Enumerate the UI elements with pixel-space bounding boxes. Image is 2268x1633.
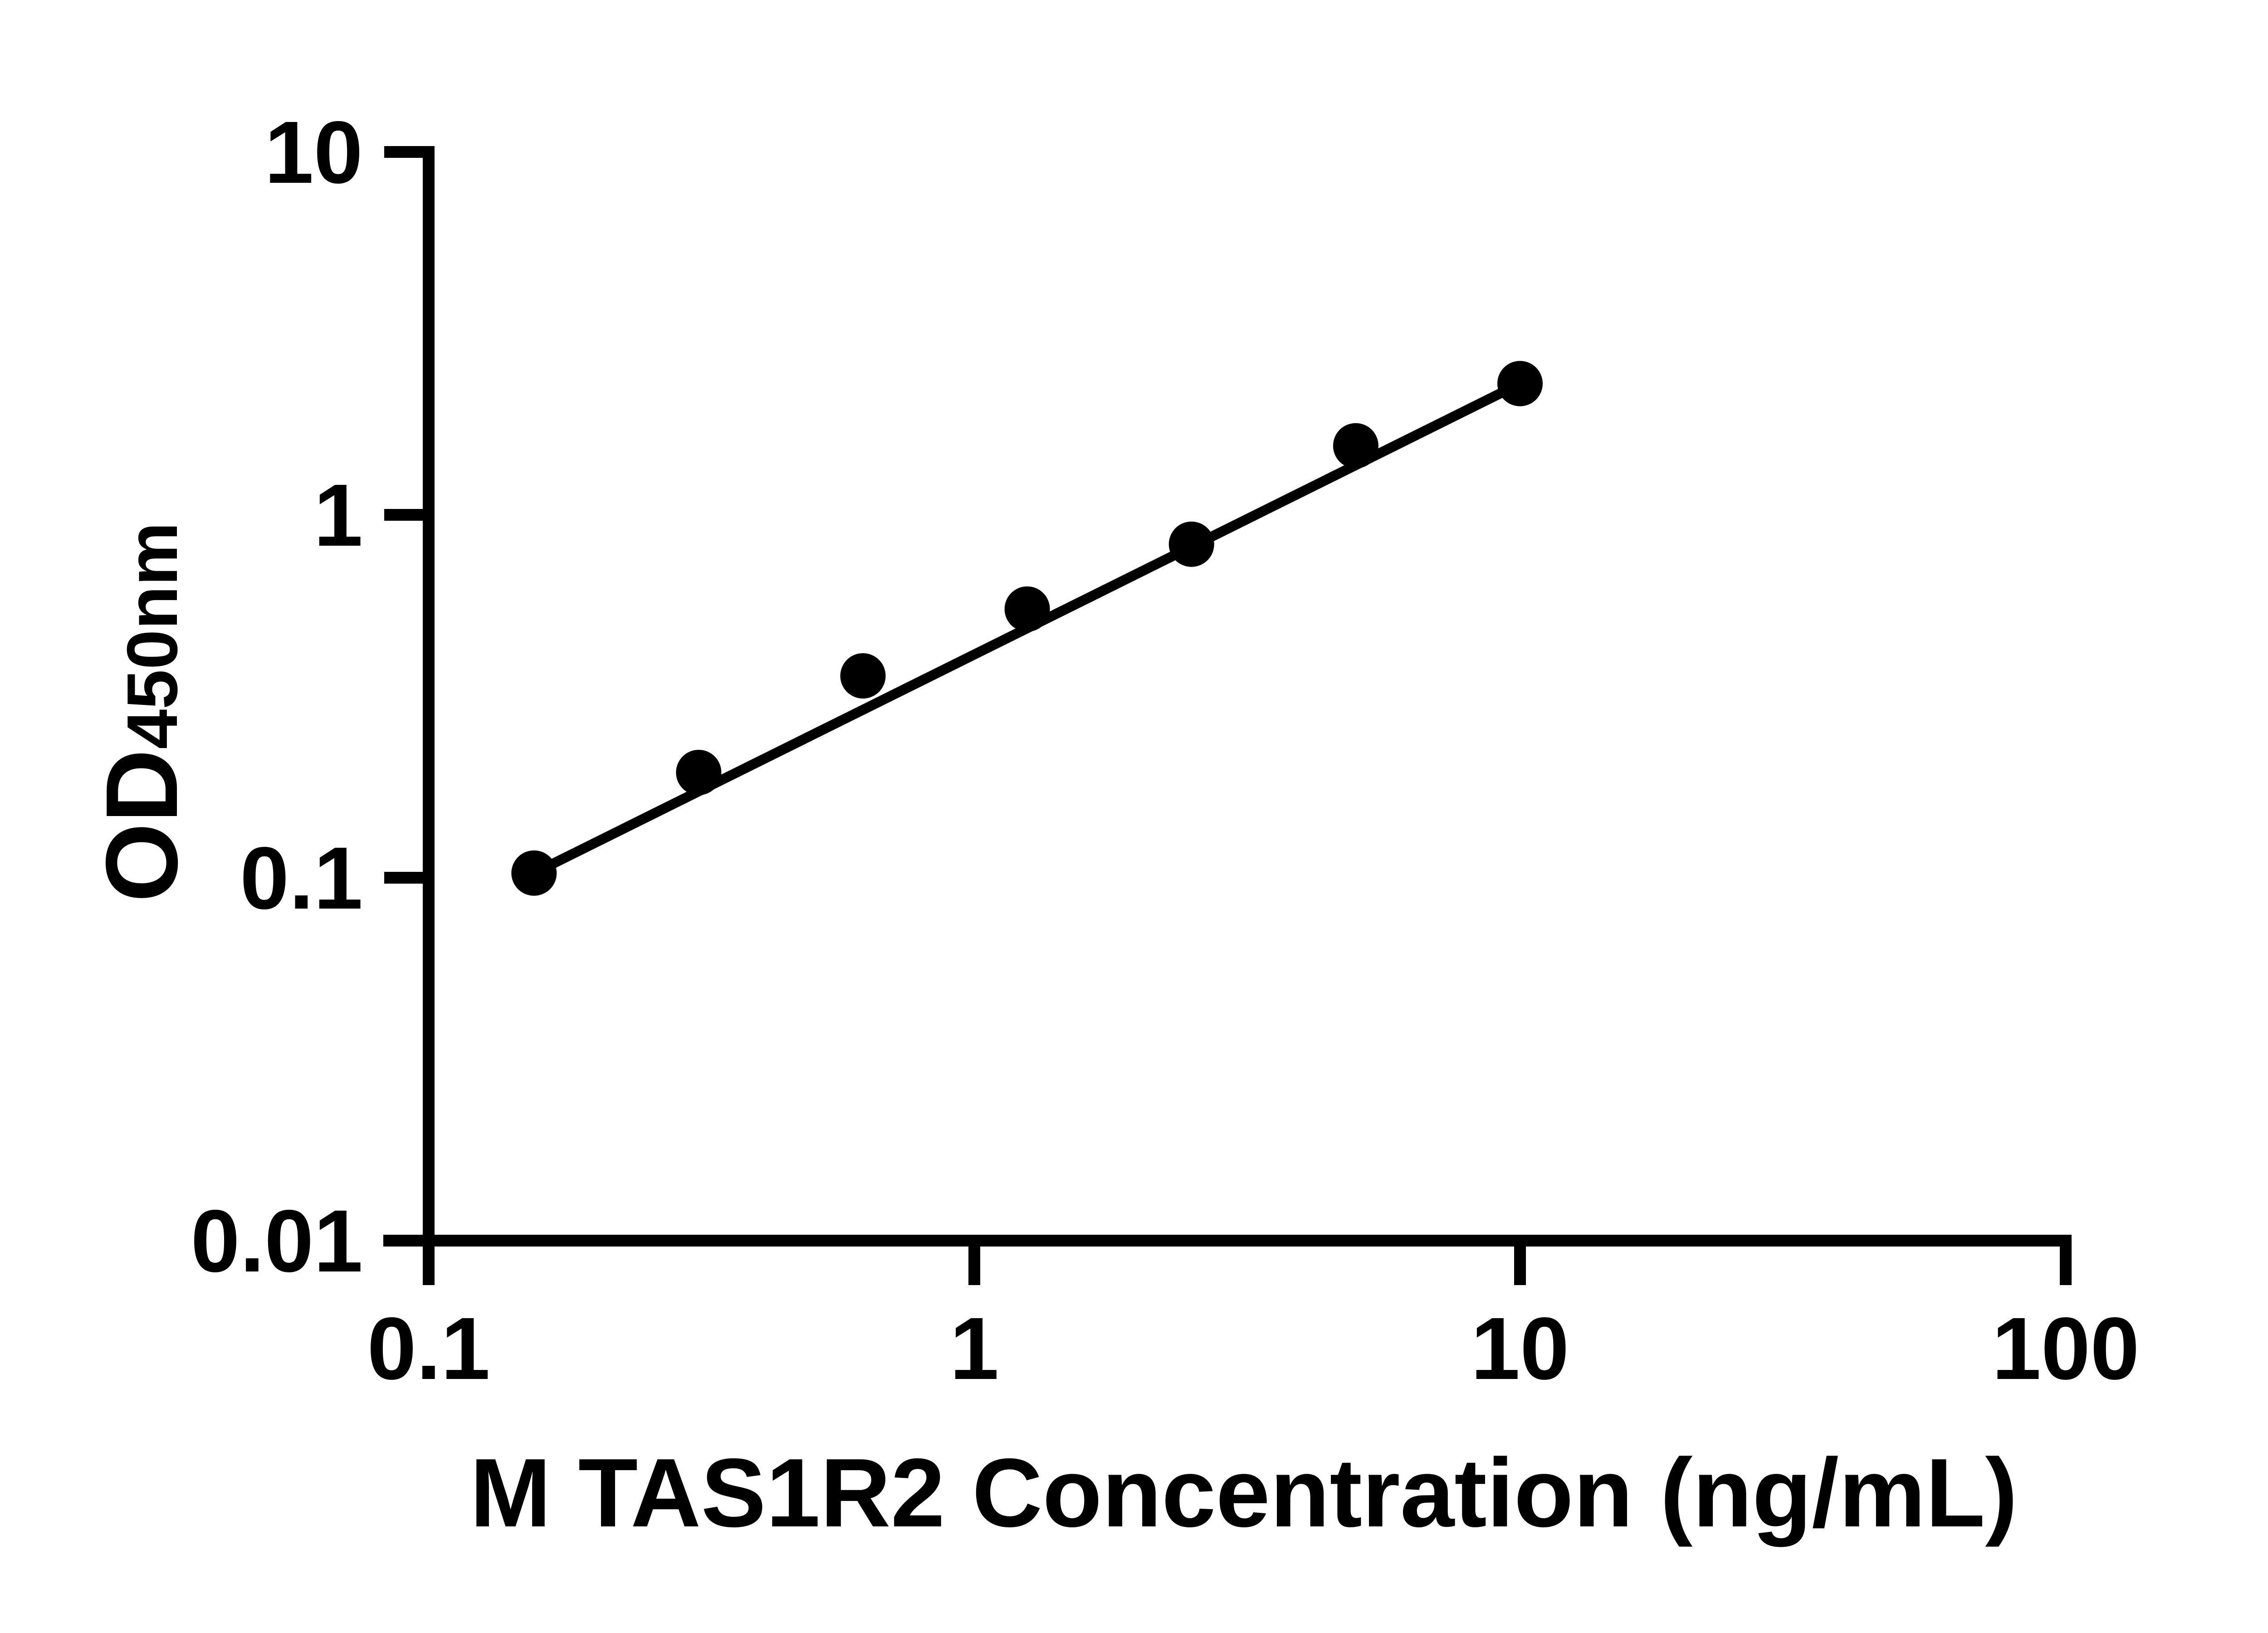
x-tick-label: 1 [950,1299,999,1398]
y-tick-label: 0.01 [191,1192,363,1291]
x-tick-label: 100 [1992,1299,2139,1398]
x-tick-label: 0.1 [367,1299,490,1398]
data-point [1004,586,1050,632]
y-tick-label: 10 [264,103,363,202]
data-point [676,749,722,795]
data-point [1333,423,1378,469]
data-point [1168,521,1214,567]
data-point [511,850,557,896]
x-tick-label: 10 [1471,1299,1569,1398]
data-point [840,653,886,699]
data-point [1497,361,1543,406]
y-tick-label: 0.1 [240,829,363,928]
y-axis-title-sub: 450nm [112,522,192,749]
y-axis-title: OD450nm [84,522,199,902]
x-axis-title: M TAS1R2 Concentration (ng/mL) [470,1438,2018,1547]
y-axis-title-main: OD [84,749,199,903]
y-tick-label: 1 [314,466,363,565]
